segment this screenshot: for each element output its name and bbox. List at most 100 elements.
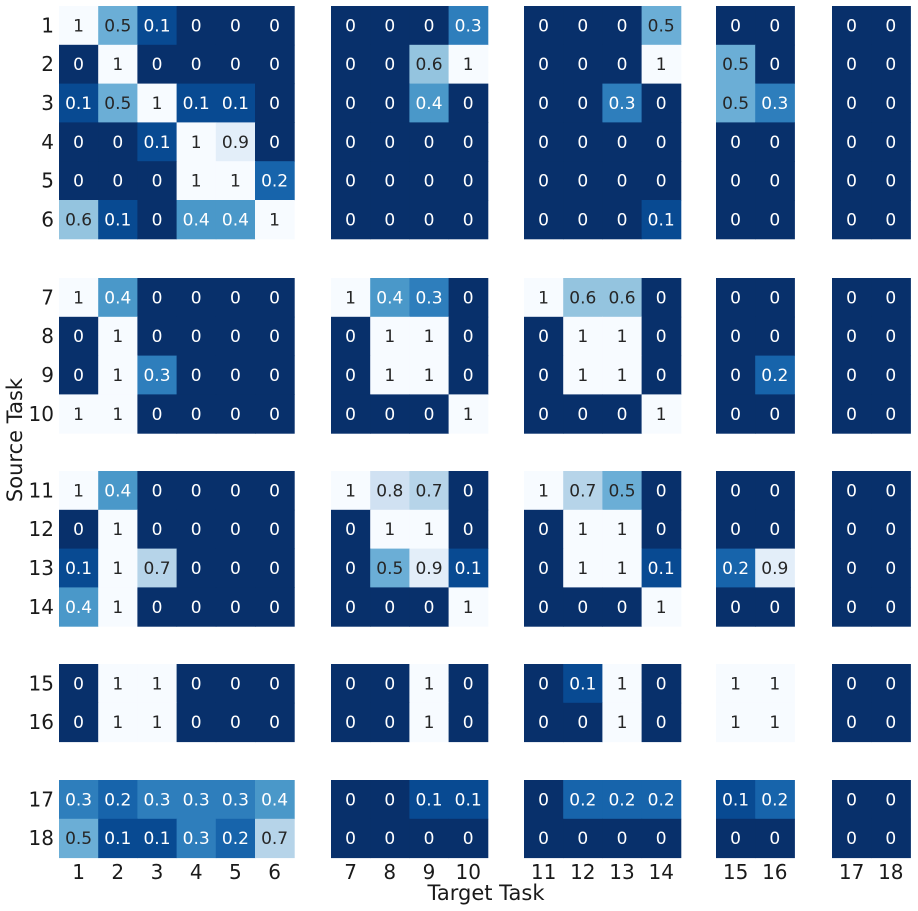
heatmap-cell-r17-c2 [98, 780, 138, 820]
cell-value-label: 0 [885, 405, 896, 425]
heatmap-cell-r3-c16 [755, 83, 795, 123]
cell-value-label: 0 [617, 598, 628, 618]
heatmap-cell-r7-c6 [255, 278, 295, 318]
cell-value-label: 0 [269, 327, 280, 347]
heatmap-cell-r9-c14 [641, 355, 682, 395]
heatmap-cell-r8-c1 [59, 316, 99, 357]
heatmap-cell-r7-c5 [215, 278, 256, 318]
heatmap-cell-r18-c3 [137, 818, 178, 859]
cell-value-label: 0 [424, 172, 435, 192]
heatmap-cell-r8-c6 [255, 316, 295, 357]
cell-value-label: 0 [345, 405, 356, 425]
heatmap-cell-r4-c9 [409, 122, 450, 162]
cell-value-label: 0 [885, 598, 896, 618]
heatmap-cell-r12-c12 [563, 509, 603, 550]
cell-value-label: 0 [730, 829, 741, 849]
y-tick-label: 3 [41, 91, 54, 115]
cell-value-label: 0 [769, 55, 780, 75]
cell-value-label: 0 [538, 133, 549, 153]
cell-value-label: 0 [463, 520, 474, 540]
heatmap-cell-r11-c17 [832, 471, 872, 511]
cell-value-label: 0 [846, 790, 857, 810]
cell-value-label: 0 [384, 829, 395, 849]
heatmap-cell-r15-c12 [563, 664, 603, 704]
y-axis-title: Source Task [3, 377, 27, 502]
heatmap-cell-r11-c13 [602, 471, 643, 511]
cell-value-label: 0 [191, 598, 202, 618]
cell-value-label: 0 [538, 94, 549, 114]
cell-value-label: 0 [846, 172, 857, 192]
cell-value-label: 0 [463, 713, 474, 733]
cell-value-label: 0 [73, 133, 84, 153]
heatmap-cell-r8-c5 [215, 316, 256, 357]
heatmap-cell-r16-c13 [602, 702, 643, 743]
heatmap-cell-r18-c13 [602, 818, 643, 859]
cell-value-label: 0 [269, 405, 280, 425]
heatmap-cell-r13-c18 [871, 548, 911, 588]
y-tick-label: 18 [29, 826, 54, 850]
heatmap-cell-r1-c3 [137, 6, 178, 46]
heatmap-cell-r2-c16 [755, 44, 795, 85]
cell-value-label: 0.3 [415, 288, 442, 308]
cell-value-label: 0 [577, 210, 588, 230]
heatmap-cell-r1-c9 [409, 6, 450, 46]
heatmap-cell-r11-c7 [331, 471, 371, 511]
cell-value-label: 1 [152, 94, 163, 114]
heatmap-cell-r18-c8 [370, 818, 410, 859]
heatmap-cell-r16-c8 [370, 702, 410, 743]
cell-value-label: 0 [730, 598, 741, 618]
heatmap-cell-r9-c9 [409, 355, 450, 395]
cell-value-label: 0.7 [415, 481, 442, 501]
heatmap-cell-r6-c3 [137, 200, 178, 240]
cell-value-label: 0 [73, 674, 84, 694]
cell-value-label: 0.6 [608, 288, 635, 308]
heatmap-cell-r11-c5 [215, 471, 256, 511]
cell-value-label: 0 [152, 172, 163, 192]
heatmap-cell-r2-c12 [563, 44, 603, 85]
cell-value-label: 0 [152, 327, 163, 347]
cell-value-label: 0.1 [455, 559, 482, 579]
cell-value-label: 0 [846, 481, 857, 501]
heatmap-cell-r12-c16 [755, 509, 795, 550]
cell-value-label: 0 [577, 133, 588, 153]
heatmap-cell-r10-c15 [716, 394, 756, 434]
heatmap-cell-r7-c18 [871, 278, 911, 318]
heatmap-cell-r14-c2 [98, 587, 138, 627]
cell-value-label: 0.1 [65, 94, 92, 114]
cell-value-label: 0 [538, 598, 549, 618]
heatmap-cell-r16-c6 [255, 702, 295, 743]
cell-value-label: 0 [769, 481, 780, 501]
heatmap-cell-r4-c1 [59, 122, 99, 162]
heatmap-cell-r1-c18 [871, 6, 911, 46]
heatmap-cell-r12-c15 [716, 509, 756, 550]
heatmap-cell-r3-c17 [832, 83, 872, 123]
heatmap-cell-r4-c10 [448, 122, 489, 162]
heatmap-cell-r14-c15 [716, 587, 756, 627]
heatmap-cell-r7-c12 [563, 278, 603, 318]
heatmap-cell-r14-c4 [176, 587, 217, 627]
cell-value-label: 0 [230, 366, 241, 386]
cell-value-label: 0 [269, 94, 280, 114]
cell-value-label: 1 [112, 559, 123, 579]
heatmap-cell-r5-c2 [98, 161, 138, 201]
cell-value-label: 0 [730, 16, 741, 36]
heatmap-cell-r9-c16 [755, 355, 795, 395]
cell-value-label: 0.1 [143, 133, 170, 153]
heatmap-cell-r14-c13 [602, 587, 643, 627]
heatmap-cell-r4-c15 [716, 122, 756, 162]
cell-value-label: 0.1 [104, 210, 131, 230]
cell-value-label: 0.2 [761, 366, 788, 386]
heatmap-cell-r8-c14 [641, 316, 682, 357]
heatmap-cell-r18-c16 [755, 818, 795, 859]
heatmap-cell-r4-c4 [176, 122, 217, 162]
heatmap-cell-r5-c4 [176, 161, 217, 201]
heatmap-cell-r18-c15 [716, 818, 756, 859]
heatmap-cell-r8-c17 [832, 316, 872, 357]
cell-value-label: 1 [384, 366, 395, 386]
cell-value-label: 0 [730, 327, 741, 347]
cell-value-label: 0.4 [415, 94, 442, 114]
heatmap-cell-r12-c14 [641, 509, 682, 550]
cell-value-label: 0 [230, 559, 241, 579]
heatmap-cell-r10-c7 [331, 394, 371, 434]
heatmap-cell-r9-c1 [59, 355, 99, 395]
